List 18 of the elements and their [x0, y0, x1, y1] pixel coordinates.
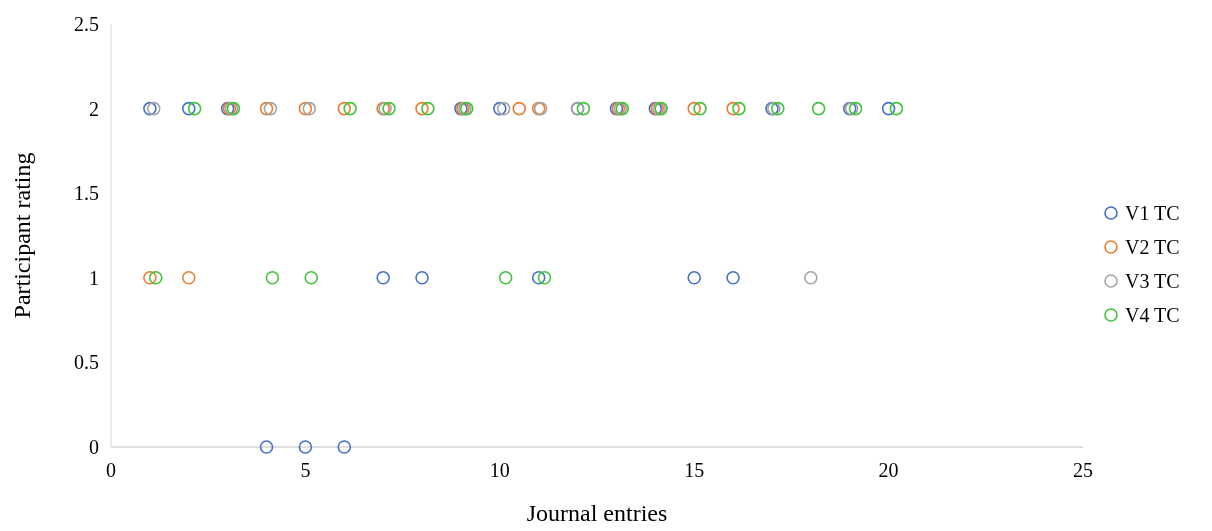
x-tick-label: 25	[1073, 459, 1093, 481]
legend-label: V4 TC	[1125, 304, 1180, 326]
y-axis-title: Participant rating	[9, 152, 35, 319]
x-tick-label: 20	[878, 459, 899, 481]
y-tick-label: 1.5	[74, 182, 99, 205]
x-tick-label: 0	[106, 459, 116, 481]
x-tick-label: 15	[684, 459, 705, 481]
y-tick-label: 0	[89, 436, 99, 458]
x-axis-title: Journal entries	[526, 500, 668, 526]
y-tick-label: 2.5	[74, 13, 99, 35]
y-tick-label: 2	[89, 97, 99, 120]
x-tick-label: 10	[489, 459, 510, 481]
legend-label: V1 TC	[1125, 202, 1180, 224]
y-tick-label: 1	[89, 266, 99, 289]
y-tick-label: 0.5	[74, 351, 99, 374]
x-tick-label: 5	[300, 459, 311, 481]
legend-label: V2 TC	[1125, 236, 1180, 258]
legend-label: V3 TC	[1125, 270, 1180, 292]
